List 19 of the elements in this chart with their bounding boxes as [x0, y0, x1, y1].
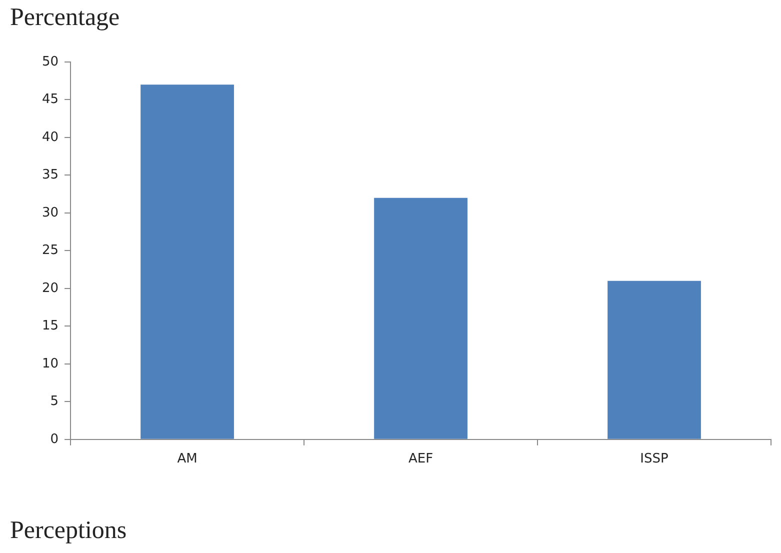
y-tick-label: 5 — [50, 394, 59, 410]
x-tick-label: AM — [177, 452, 198, 467]
y-tick-label: 25 — [42, 243, 59, 258]
x-tick-label: ISSP — [640, 452, 668, 467]
y-tick-label: 0 — [50, 432, 59, 447]
y-tick-label: 35 — [42, 168, 59, 183]
x-tick-label: AEF — [408, 452, 434, 467]
bar — [374, 198, 468, 439]
bar — [140, 84, 234, 439]
y-tick-label: 50 — [42, 54, 59, 70]
bar — [608, 280, 701, 439]
y-tick-label: 45 — [42, 92, 59, 108]
y-axis-title: Percentage — [10, 4, 120, 32]
x-axis-title: Perceptions — [10, 517, 127, 545]
y-tick-label: 10 — [42, 356, 59, 372]
y-tick-label: 20 — [42, 280, 59, 296]
y-tick-label: 15 — [42, 318, 59, 334]
y-tick-label: 40 — [42, 130, 59, 145]
y-tick-label: 30 — [42, 205, 59, 220]
